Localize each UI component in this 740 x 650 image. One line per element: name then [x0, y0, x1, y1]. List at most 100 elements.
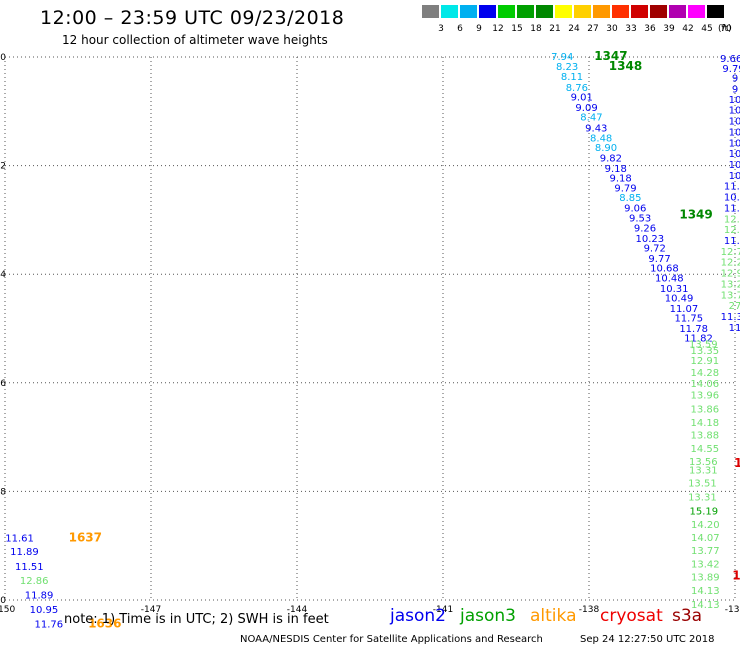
wave-height-value: 13.96	[691, 391, 720, 402]
wave-height-value: 9.79	[614, 183, 636, 194]
legend-swatch	[688, 5, 705, 18]
wave-height-observations: 7.948.238.118.769.019.098.479.438.488.90…	[5, 52, 740, 630]
legend-swatch	[593, 5, 610, 18]
satellite-altika: altika	[530, 606, 577, 626]
wave-height-value: 10	[729, 149, 740, 160]
legend-label: 33	[625, 24, 637, 34]
legend-label: 45	[701, 24, 713, 34]
wave-height-value: 9.18	[610, 174, 632, 185]
legend-swatch	[498, 5, 515, 18]
satellite-jason3: jason3	[460, 606, 516, 626]
wave-height-value: 13.56	[689, 457, 718, 468]
legend-label: 21	[549, 24, 561, 34]
page-title: 12:00 – 23:59 UTC 09/23/2018	[40, 7, 345, 29]
wave-height-value: 14.18	[691, 418, 720, 429]
wave-height-value: 11.7	[724, 236, 740, 247]
wave-height-value: 11.51	[15, 562, 44, 573]
wave-height-value: 12.1	[724, 214, 740, 225]
wave-height-value: 14.13	[691, 586, 720, 597]
wave-height-value: 11.76	[34, 619, 63, 630]
wave-height-value: 13.75	[721, 290, 740, 301]
wave-height-value: 12.86	[20, 576, 49, 587]
wave-height-value: 10.49	[665, 294, 694, 305]
wave-height-value: 13.35	[691, 346, 720, 357]
wave-height-value: 13.89	[691, 573, 720, 584]
wave-height-value: 14.20	[691, 520, 720, 531]
wave-height-value: 9	[732, 84, 738, 95]
wave-height-value: 13.42	[691, 560, 720, 571]
legend-label: 70	[720, 24, 732, 34]
wave-height-value: 13.59	[689, 340, 718, 351]
wave-height-value: 10	[729, 106, 740, 117]
longitude-tick-label: -144	[287, 605, 308, 615]
pass-time-label: 1349	[679, 207, 712, 221]
wave-height-value: 10	[729, 117, 740, 128]
wave-height-value: 9.77	[648, 254, 670, 265]
wave-height-value: 9.66	[720, 54, 740, 65]
latitude-tick-label: -44	[0, 270, 6, 280]
wave-height-value: 8.85	[619, 193, 641, 204]
legend-label: 30	[606, 24, 618, 34]
wave-height-value: 11.75	[674, 314, 703, 325]
wave-height-value: 13.31	[688, 492, 717, 503]
wave-height-value: 9.53	[629, 214, 651, 225]
wave-height-value: 13.77	[691, 546, 720, 557]
legend-swatch	[612, 5, 629, 18]
longitude-tick-label: -150	[0, 605, 15, 615]
legend-swatch	[631, 5, 648, 18]
wave-height-value: 8.23	[556, 62, 578, 73]
legend-swatch	[517, 5, 534, 18]
wave-height-value: 8.90	[595, 143, 617, 154]
wave-height-value: 11.78	[679, 324, 708, 335]
wave-height-value: 13.86	[691, 404, 720, 415]
wave-height-value: 9.06	[624, 203, 646, 214]
legend-swatch	[574, 5, 591, 18]
satellite-s3a: s3a	[672, 606, 703, 626]
legend-swatch	[460, 5, 477, 18]
wave-height-value: 10.31	[660, 284, 689, 295]
wave-height-value: 14.55	[691, 444, 720, 455]
wave-height-value: 13.88	[691, 430, 720, 441]
wave-height-value: 9.09	[575, 103, 597, 114]
wave-height-value: 11.07	[670, 304, 699, 315]
wave-height-value: 10.68	[650, 264, 679, 275]
wave-height-value: 10.95	[30, 605, 59, 616]
wave-height-value: 9.72	[644, 244, 666, 255]
wave-height-value: 8.76	[566, 83, 588, 94]
map-grid	[4, 56, 736, 601]
wave-height-value: 10	[729, 138, 740, 149]
wave-height-value: 10	[729, 171, 740, 182]
legend-swatch	[479, 5, 496, 18]
legend-label: 3	[438, 24, 444, 34]
wave-height-value: 10	[729, 95, 740, 106]
wave-height-value: 11.89	[25, 591, 54, 602]
longitude-tick-label: -135	[725, 605, 740, 615]
legend-label: 9	[476, 24, 482, 34]
wave-height-value: 10.4	[724, 193, 740, 204]
wave-height-value: 8.11	[561, 72, 583, 83]
wave-height-value: 9.79	[722, 64, 740, 75]
latitude-tick-label: -46	[0, 379, 6, 389]
legend-label: 18	[530, 24, 542, 34]
wave-height-value: 11.61	[5, 534, 34, 545]
legend-label: 24	[568, 24, 580, 34]
wave-height-value: 9	[732, 74, 738, 85]
wave-height-value: 27	[729, 301, 740, 312]
wave-height-value: 13.51	[688, 479, 717, 490]
wave-height-value: 11.1	[724, 203, 740, 214]
credit-line: NOAA/NESDIS Center for Satellite Applica…	[240, 634, 543, 645]
legend-swatch	[707, 5, 724, 18]
longitude-tick-label: -138	[579, 605, 600, 615]
legend-swatch	[422, 5, 439, 18]
wave-height-value: 10	[729, 160, 740, 171]
wave-height-value: 11.89	[10, 547, 39, 558]
wave-height-value: 14.07	[691, 533, 720, 544]
legend-swatch	[555, 5, 572, 18]
wave-height-value: 9.01	[571, 93, 593, 104]
legend-label: 6	[457, 24, 463, 34]
wave-height-value: 10.23	[636, 234, 665, 245]
satellite-jason2: jason2	[390, 606, 446, 626]
wave-height-value: 9.26	[634, 224, 656, 235]
